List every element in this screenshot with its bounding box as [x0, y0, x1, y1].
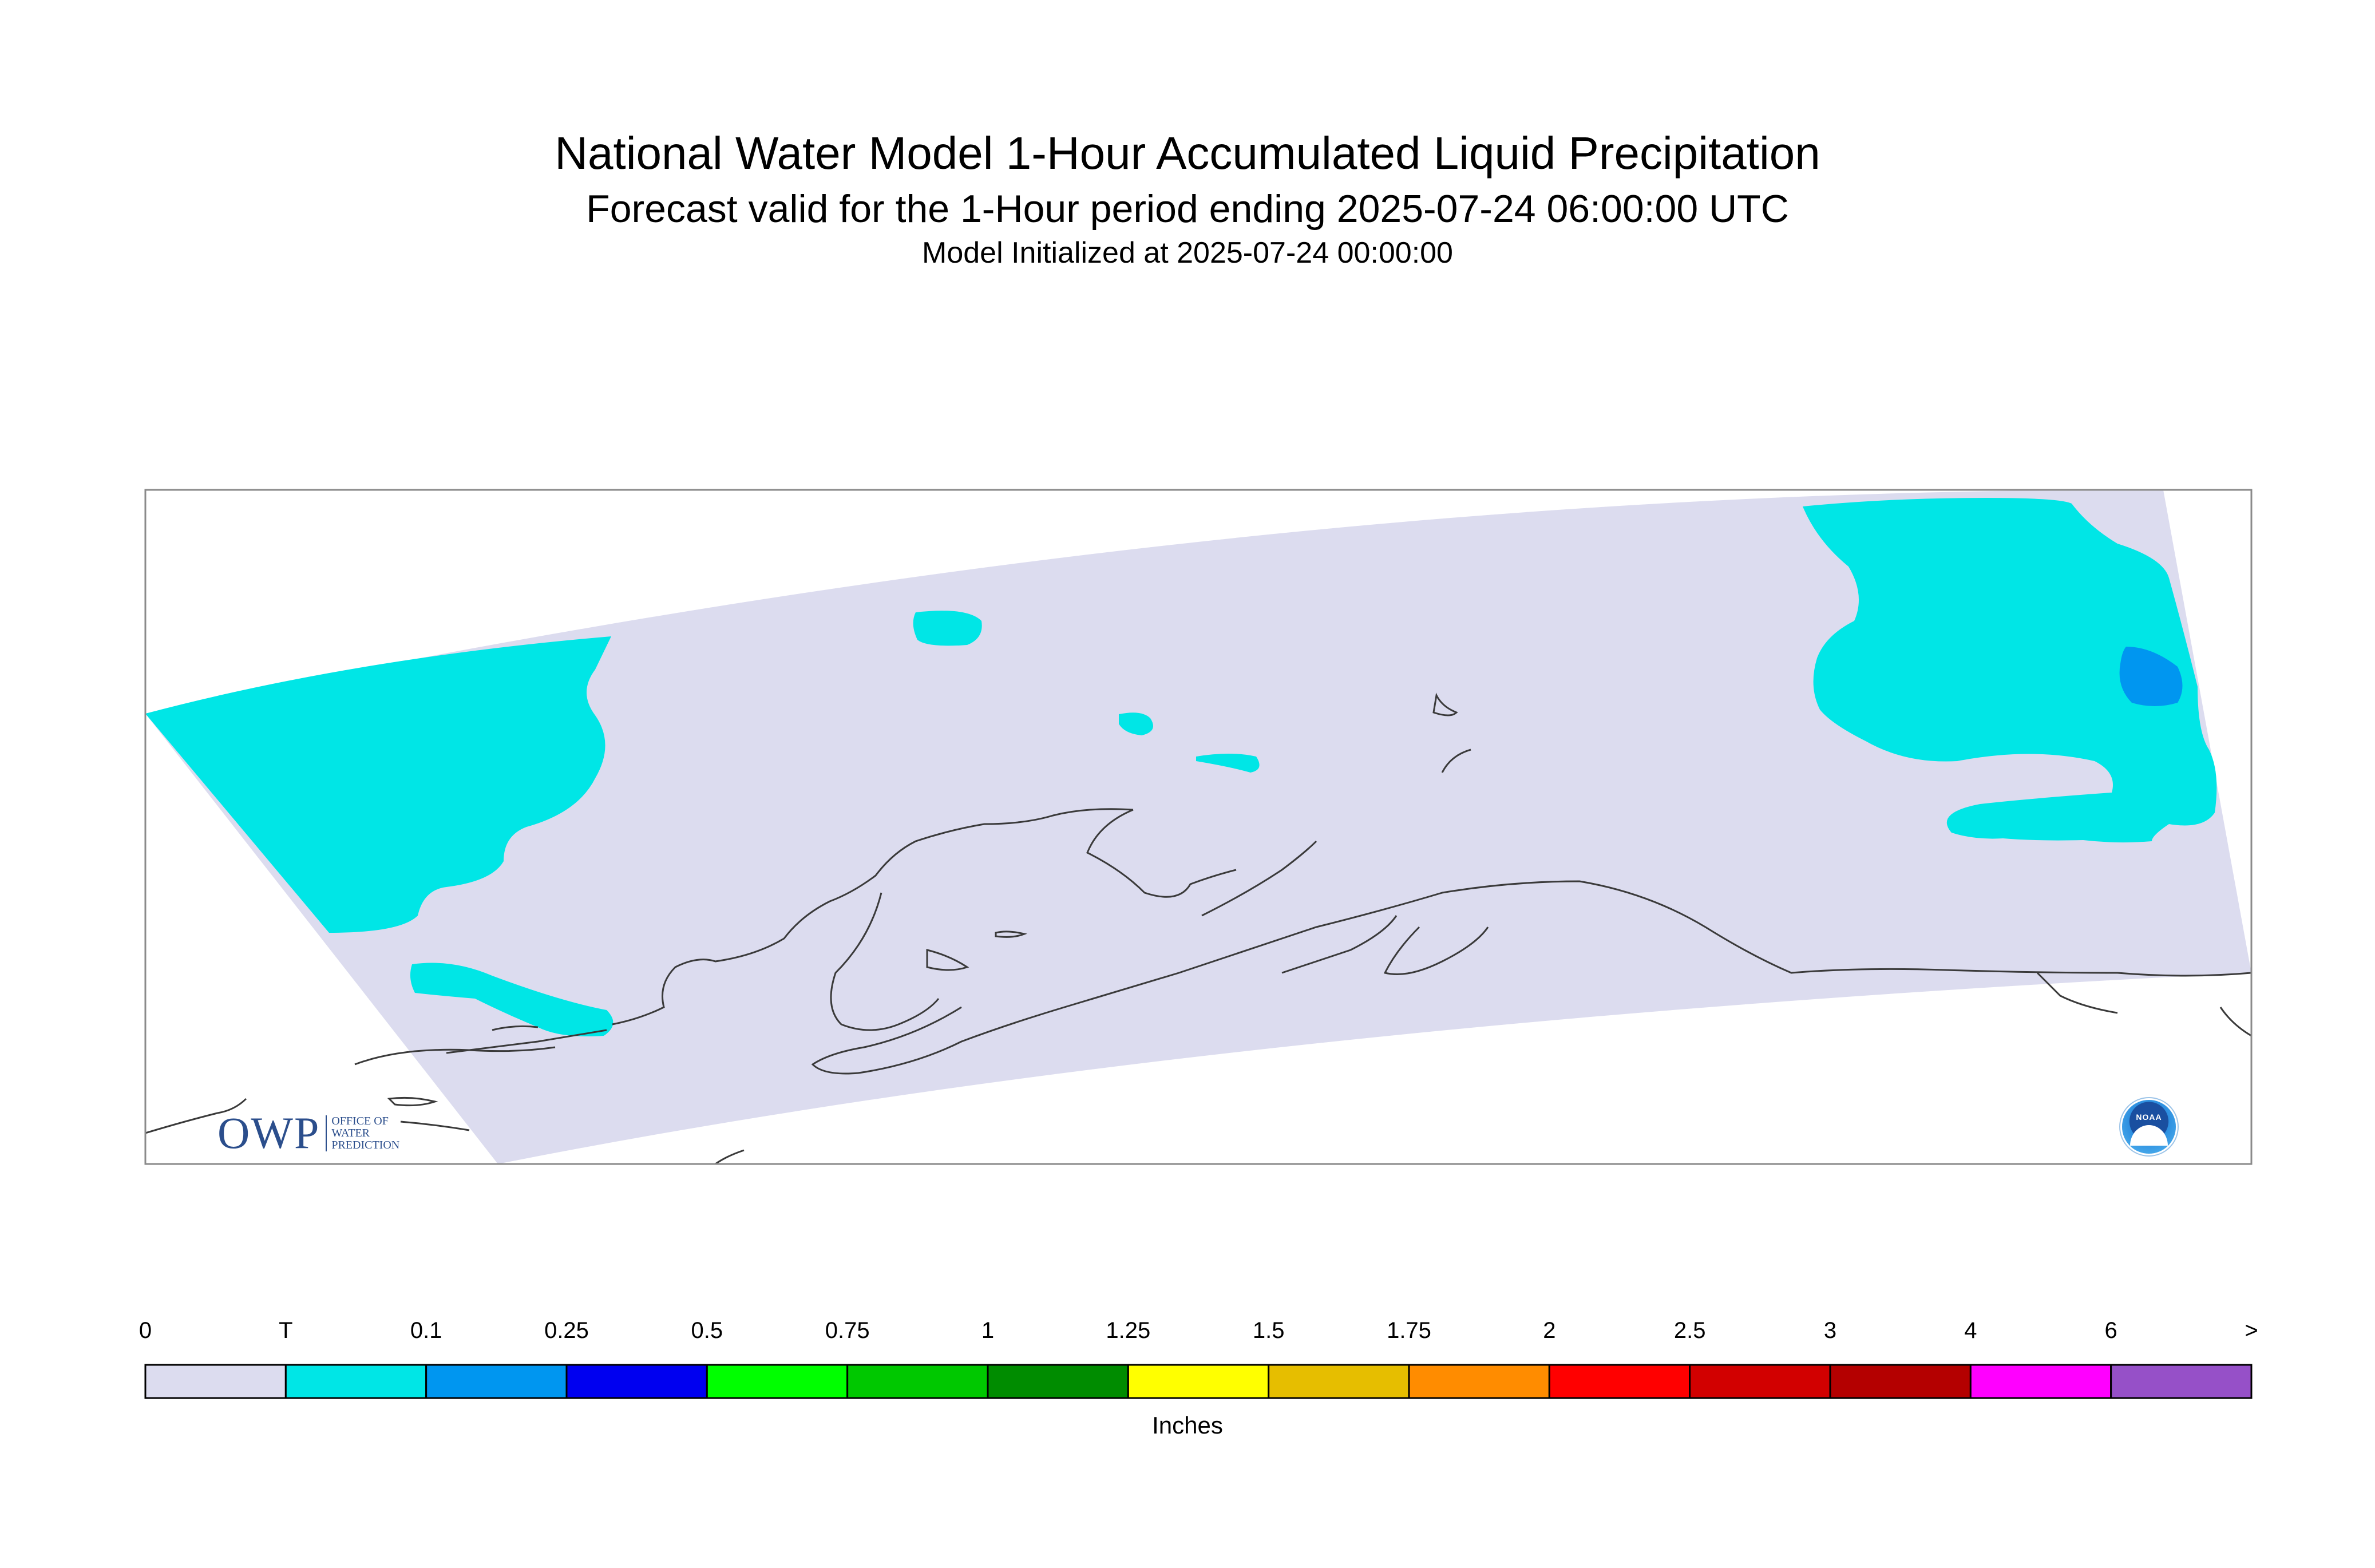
model-initialized-label: Model Initialized at 2025-07-24 00:00:00	[922, 236, 1453, 270]
precip-area-southwest	[410, 963, 613, 1036]
owp-logo-line: WATER	[331, 1126, 370, 1139]
legend-tick-label: 1	[981, 1318, 995, 1343]
legend-swatch	[1408, 1364, 1550, 1399]
legend-swatch	[284, 1364, 428, 1399]
precip-area-west	[145, 636, 611, 933]
forecast-valid-subtitle: Forecast valid for the 1-Hour period end…	[586, 187, 1789, 231]
legend-tick-label: 1.75	[1387, 1318, 1431, 1343]
legend-swatch	[1127, 1364, 1270, 1399]
precip-trace-areas	[145, 498, 2217, 1036]
noaa-logo: NOAA	[2122, 1100, 2176, 1154]
precip-area-0-1	[2119, 647, 2183, 706]
legend-units-label: Inches	[1152, 1412, 1223, 1439]
legend-tick-label: 0.75	[825, 1318, 870, 1343]
legend-tick-label: 4	[1964, 1318, 1977, 1343]
legend-swatch	[2110, 1364, 2253, 1399]
legend-tick-label: 3	[1823, 1318, 1837, 1343]
owp-logo-mark: OWP	[217, 1108, 320, 1158]
legend-swatch	[1689, 1364, 1831, 1399]
legend-swatch	[144, 1364, 287, 1399]
coastlines	[145, 692, 2251, 1164]
map-frame	[144, 489, 2253, 1165]
legend-swatch	[1268, 1364, 1410, 1399]
legend-swatch	[846, 1364, 989, 1399]
legend-swatch	[425, 1364, 568, 1399]
owp-logo-line: PREDICTION	[331, 1138, 400, 1151]
legend-tick-label: 0.25	[544, 1318, 589, 1343]
legend-colorbar	[144, 1364, 2253, 1399]
legend-tick-label: 0	[138, 1318, 152, 1343]
legend-tick-label: 0.5	[691, 1318, 723, 1343]
map-title: National Water Model 1-Hour Accumulated …	[555, 128, 1820, 179]
legend-tick-label: 2	[1543, 1318, 1556, 1343]
noaa-gull-icon	[2130, 1125, 2168, 1146]
precip-area-north-small-3	[1196, 754, 1260, 773]
precip-area-north-small-2	[1119, 712, 1153, 735]
legend-swatch	[1829, 1364, 1972, 1399]
legend-swatch	[987, 1364, 1129, 1399]
noaa-logo-text: NOAA	[2136, 1112, 2162, 1122]
legend-swatch	[565, 1364, 708, 1399]
legend-swatch	[1548, 1364, 1691, 1399]
owp-logo-text: OFFICE OF WATER PREDICTION	[326, 1115, 399, 1151]
owp-logo: OWP OFFICE OF WATER PREDICTION	[217, 1107, 399, 1159]
legend-tick-label: >	[2245, 1318, 2258, 1343]
legend-tick-label: 1.5	[1252, 1318, 1285, 1343]
owp-logo-line: OFFICE OF	[331, 1114, 389, 1127]
model-domain	[145, 490, 2251, 1164]
legend-tick-label: 6	[2104, 1318, 2117, 1343]
legend-swatch	[1969, 1364, 2112, 1399]
legend-tick-label: 2.5	[1673, 1318, 1706, 1343]
legend-tick-label: T	[279, 1318, 293, 1343]
legend-swatch	[706, 1364, 849, 1399]
precip-area-east	[1803, 498, 2217, 843]
legend-tick-label: 1.25	[1106, 1318, 1151, 1343]
precip-area-north-small	[913, 611, 982, 646]
legend-tick-label: 0.1	[410, 1318, 442, 1343]
